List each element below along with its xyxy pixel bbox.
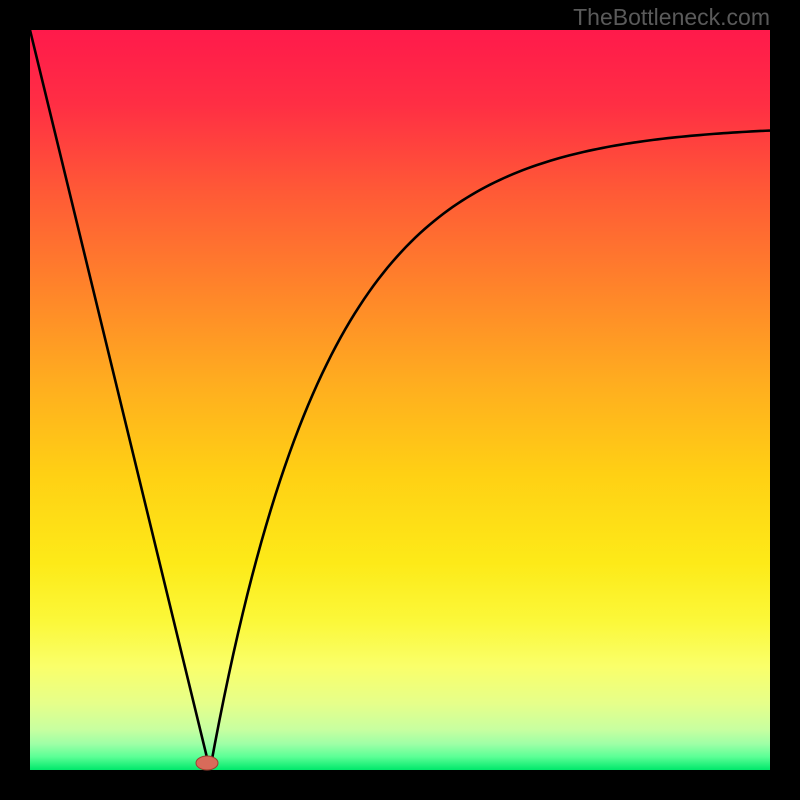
bottleneck-chart	[0, 0, 800, 800]
optimal-point-marker	[196, 756, 218, 770]
plot-background	[30, 30, 770, 770]
watermark-text: TheBottleneck.com	[573, 4, 770, 31]
